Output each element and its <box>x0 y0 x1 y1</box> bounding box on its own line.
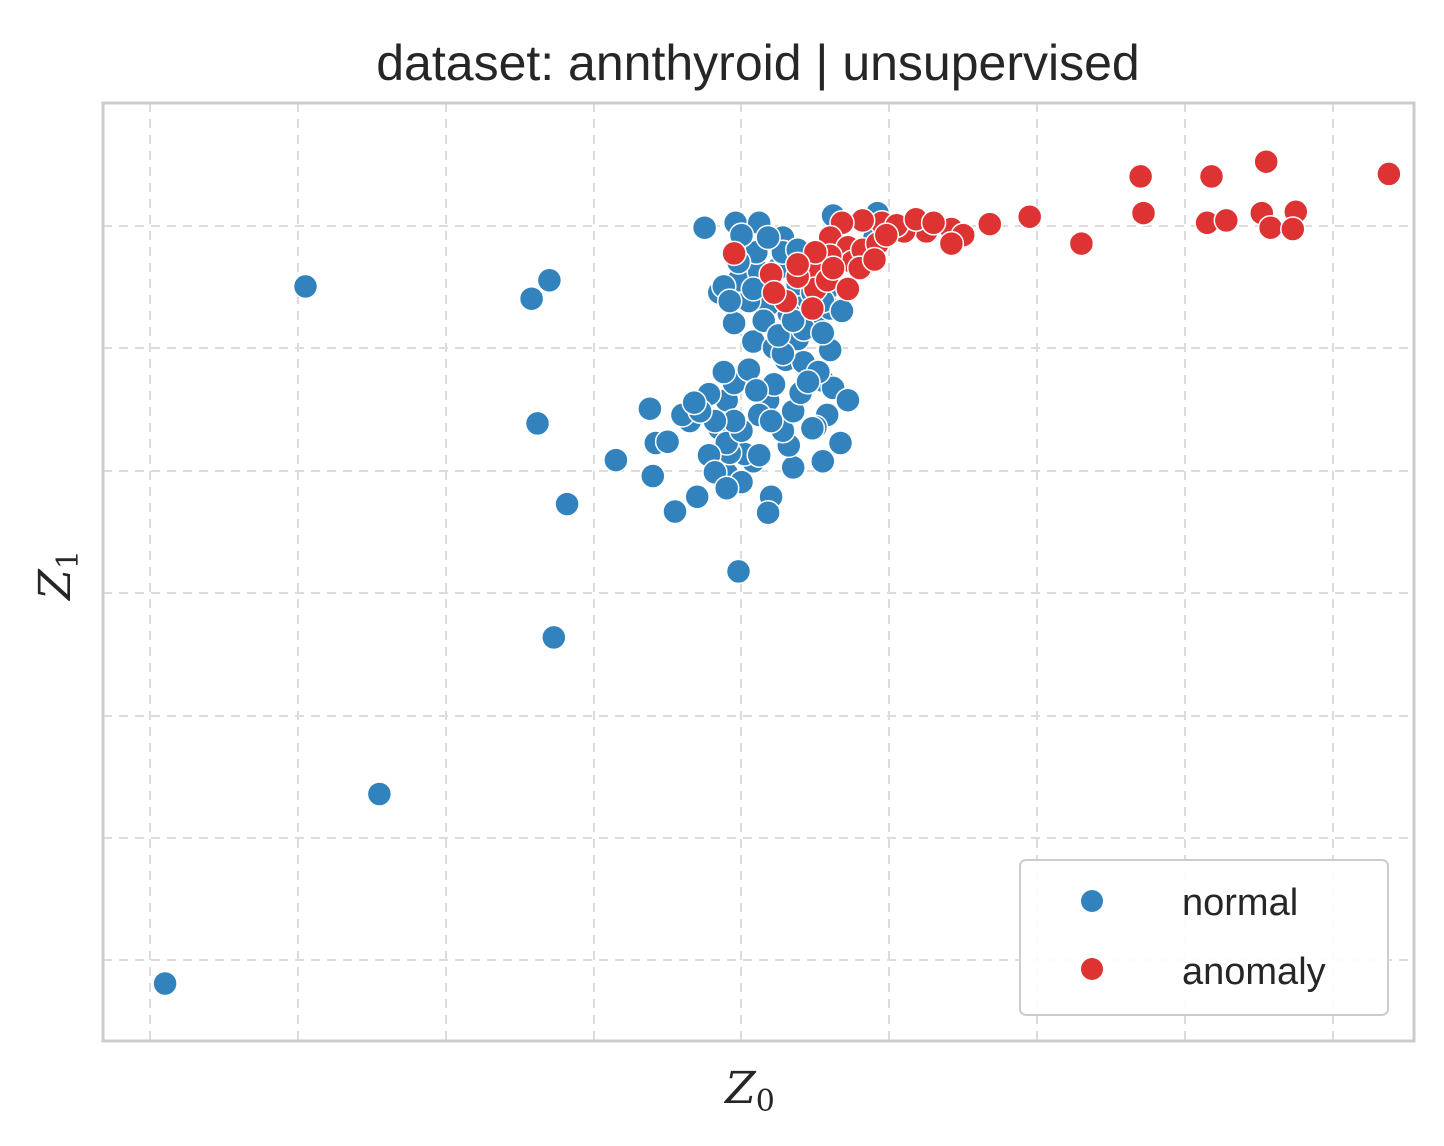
point-normal <box>758 408 784 434</box>
legend-label-anomaly: anomaly <box>1182 951 1326 993</box>
point-normal <box>810 448 836 475</box>
point-anomaly <box>1253 148 1279 175</box>
legend-label-normal: normal <box>1182 882 1298 924</box>
point-normal <box>691 214 718 241</box>
point-normal <box>152 970 178 997</box>
plot-frame <box>101 101 1416 1043</box>
point-normal <box>654 429 681 455</box>
series-anomaly <box>721 148 1402 322</box>
point-normal <box>799 415 826 442</box>
point-normal <box>829 298 855 324</box>
point-normal <box>721 310 747 336</box>
point-normal <box>681 389 707 416</box>
point-normal <box>827 430 854 456</box>
chart-title: dataset: annthyroid | unsupervised <box>376 35 1139 91</box>
point-normal <box>366 781 393 807</box>
point-anomaly <box>1130 200 1157 226</box>
point-anomaly <box>938 230 965 257</box>
point-normal <box>810 320 836 346</box>
point-normal <box>603 447 629 473</box>
point-normal <box>292 273 319 300</box>
point-anomaly <box>1016 203 1043 230</box>
point-anomaly <box>1376 161 1402 187</box>
point-anomaly <box>802 239 829 265</box>
point-anomaly <box>873 222 900 248</box>
point-normal <box>725 558 752 585</box>
legend: normal anomaly <box>1019 859 1389 1016</box>
series-normal <box>152 200 891 997</box>
point-normal <box>518 285 545 312</box>
point-normal <box>662 498 688 525</box>
point-anomaly <box>761 279 787 306</box>
point-anomaly <box>784 251 811 278</box>
point-anomaly <box>1280 216 1306 242</box>
point-normal <box>755 499 781 526</box>
point-normal <box>684 484 710 510</box>
x-axis-label: Z0 <box>723 1063 775 1119</box>
point-anomaly <box>977 211 1003 237</box>
point-normal <box>554 491 580 517</box>
point-anomaly <box>721 240 747 267</box>
point-normal <box>755 224 781 251</box>
point-anomaly <box>799 295 826 322</box>
point-anomaly <box>1213 207 1240 234</box>
point-normal <box>640 463 666 489</box>
point-normal <box>541 624 567 651</box>
point-normal <box>743 377 770 404</box>
point-normal <box>536 267 563 294</box>
legend-marker-anomaly <box>1081 958 1103 980</box>
point-normal <box>524 410 551 437</box>
point-anomaly <box>1127 163 1154 190</box>
point-anomaly <box>1257 214 1284 241</box>
point-normal <box>713 475 740 501</box>
point-normal <box>835 387 861 413</box>
point-anomaly <box>1068 230 1095 257</box>
point-anomaly <box>1198 163 1225 190</box>
point-normal <box>780 454 806 481</box>
legend-box <box>1019 859 1389 1016</box>
point-normal <box>637 395 663 422</box>
legend-marker-normal <box>1081 890 1103 912</box>
y-axis-label: Z1 <box>30 550 86 602</box>
point-anomaly <box>820 255 846 281</box>
point-normal <box>746 442 772 468</box>
point-anomaly <box>861 246 888 273</box>
point-normal <box>716 288 743 314</box>
point-normal <box>711 359 737 385</box>
point-anomaly <box>835 276 861 302</box>
point-normal <box>795 369 821 395</box>
point-anomaly <box>920 210 947 236</box>
